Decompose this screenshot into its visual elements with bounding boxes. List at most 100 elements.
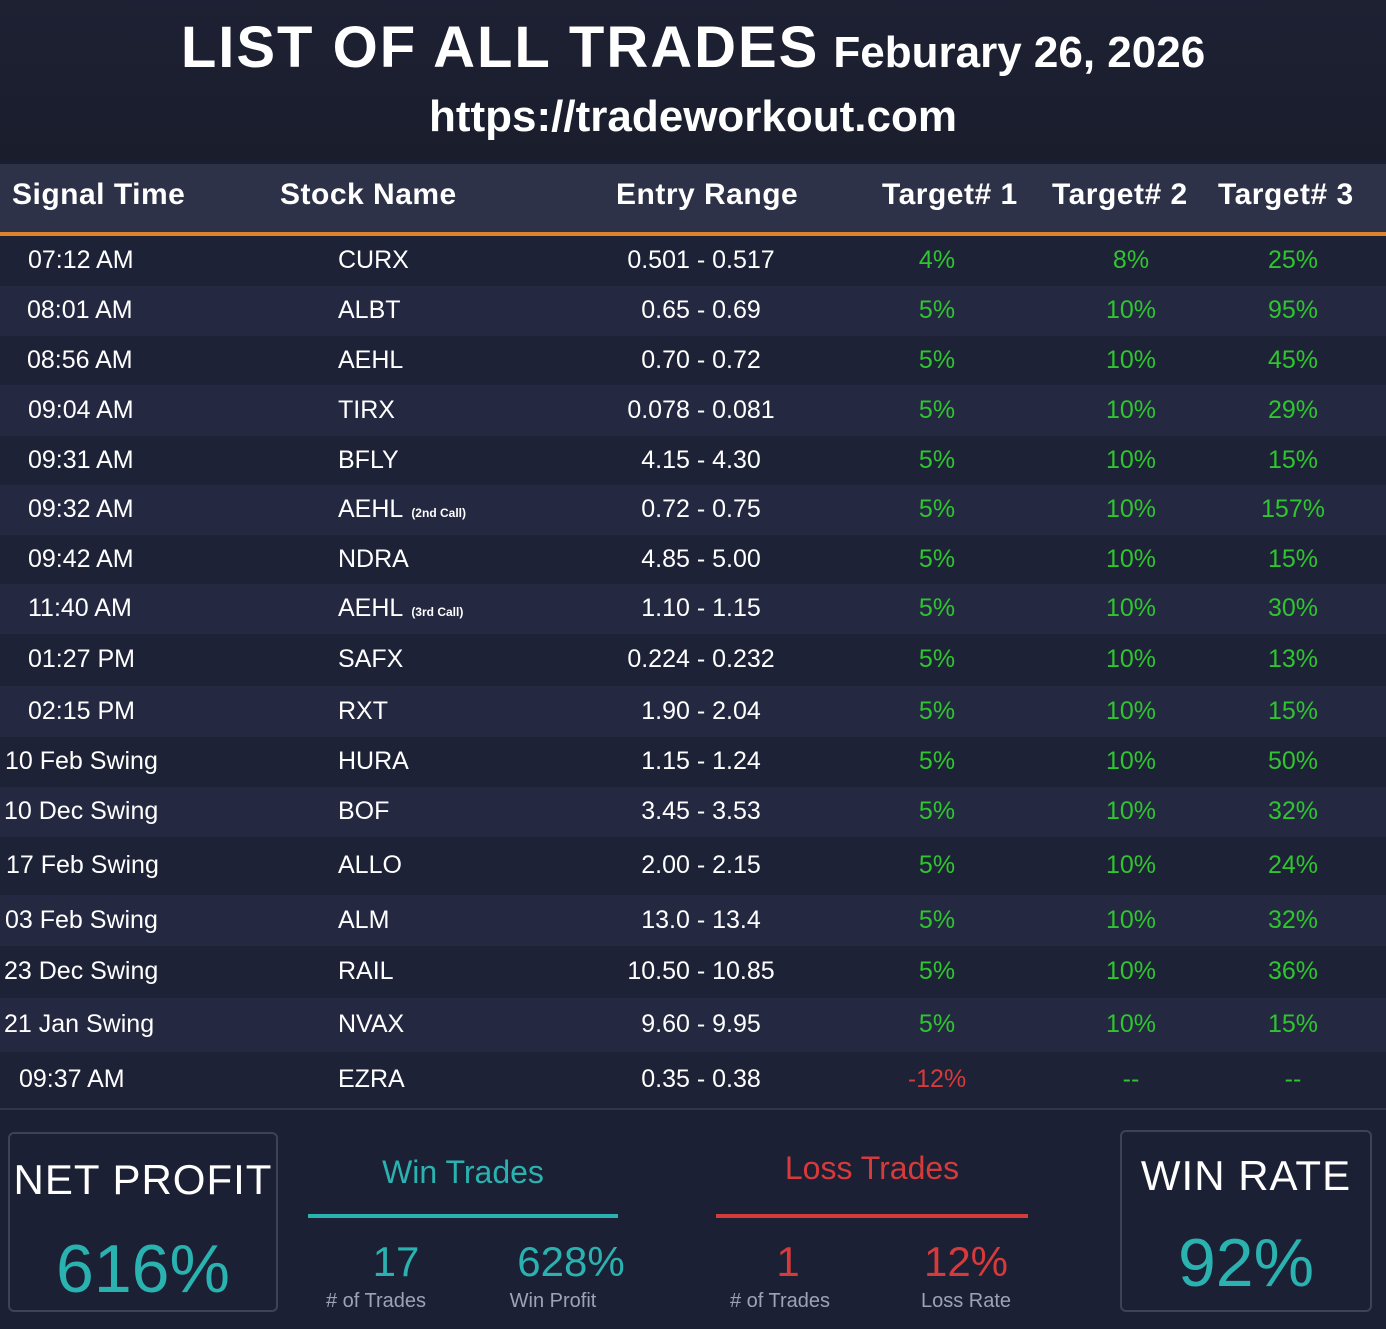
net-profit-value: 616%	[56, 1231, 230, 1307]
target-2-value: 10%	[1105, 495, 1157, 523]
target-1-value: -12%	[907, 1065, 967, 1093]
signal-time: 10 Feb Swing	[5, 747, 158, 775]
target-3-value: 24%	[1267, 851, 1319, 879]
entry-range: 2.00 - 2.15	[641, 851, 761, 879]
entry-range: 13.0 - 13.4	[641, 906, 761, 934]
stock-ticker: BOF	[338, 797, 390, 825]
entry-range: 1.15 - 1.24	[641, 747, 761, 775]
stock-ticker: ALLO	[338, 851, 402, 879]
loss-trades-title: Loss Trades	[784, 1150, 960, 1186]
table-header: Signal Time Stock Name Entry Range Targe…	[0, 164, 1386, 236]
stock-name: NVAX	[338, 1010, 404, 1039]
win-profit: 628%	[517, 1238, 625, 1285]
entry-range: 0.501 - 0.517	[627, 246, 775, 274]
target-1-value: 5%	[918, 446, 956, 474]
stock-name: RXT	[338, 697, 388, 726]
table-row: 01:27 PM SAFX 0.224 - 0.232 5% 10% 13%	[0, 634, 1386, 688]
table-row: 17 Feb Swing ALLO 2.00 - 2.15 5% 10% 24%	[0, 837, 1386, 897]
signal-time: 09:32 AM	[28, 495, 134, 523]
target-2-value: 10%	[1105, 851, 1157, 879]
entry-range: 0.224 - 0.232	[627, 645, 775, 673]
table-row: 03 Feb Swing ALM 13.0 - 13.4 5% 10% 32%	[0, 895, 1386, 948]
stock-ticker: AEHL	[338, 594, 404, 622]
stock-ticker: RXT	[338, 697, 388, 725]
target-3-value: 15%	[1267, 697, 1319, 725]
target-2-value: 10%	[1105, 594, 1157, 622]
entry-range: 1.90 - 2.04	[641, 697, 761, 725]
stock-name: BFLY	[338, 446, 399, 475]
stock-ticker: EZRA	[338, 1065, 405, 1093]
signal-time: 17 Feb Swing	[6, 851, 159, 879]
win-rate-label: WIN RATE	[1140, 1152, 1352, 1199]
page-title: LIST OF ALL TRADES	[180, 15, 820, 80]
column-header-target-1: Target# 1	[882, 178, 1018, 211]
signal-time: 21 Jan Swing	[4, 1010, 155, 1038]
stock-ticker: RAIL	[338, 957, 394, 985]
win-rate-value: 92%	[1177, 1225, 1315, 1301]
entry-range: 9.60 - 9.95	[641, 1010, 761, 1038]
target-2-value: 10%	[1105, 446, 1157, 474]
table-row: 23 Dec Swing RAIL 10.50 - 10.85 5% 10% 36%	[0, 946, 1386, 1000]
table-row: 09:37 AM EZRA 0.35 - 0.38 -12% -- --	[0, 1052, 1386, 1110]
target-1-value: 4%	[918, 246, 956, 274]
win-count-label: # of Trades	[325, 1290, 427, 1312]
entry-range: 0.70 - 0.72	[641, 346, 761, 374]
win-profit-label: Win Profit	[509, 1290, 597, 1312]
report-date: Feburary 26, 2026	[833, 28, 1206, 77]
target-1-value: 5%	[918, 697, 956, 725]
target-3-value: 50%	[1267, 747, 1319, 775]
target-2-value: 10%	[1105, 396, 1157, 424]
stock-name: AEHL (3rd Call)	[338, 594, 463, 623]
target-1-value: 5%	[918, 797, 956, 825]
net-profit-box: NET PROFIT 616%	[8, 1132, 278, 1312]
target-3-value: 95%	[1267, 296, 1319, 324]
stock-ticker: CURX	[338, 246, 409, 274]
signal-time: 03 Feb Swing	[5, 906, 158, 934]
column-header-target-2: Target# 2	[1052, 178, 1188, 211]
stock-ticker: BFLY	[338, 446, 399, 474]
target-1-value: 5%	[918, 594, 956, 622]
entry-range: 0.65 - 0.69	[641, 296, 761, 324]
stock-name: RAIL	[338, 957, 394, 986]
target-1-value: 5%	[918, 747, 956, 775]
net-profit-label: NET PROFIT	[13, 1156, 273, 1203]
target-3-value: 15%	[1267, 545, 1319, 573]
signal-time: 08:01 AM	[27, 296, 133, 324]
stock-name: ALM	[338, 906, 389, 935]
stock-name: AEHL	[338, 346, 403, 375]
stock-name: HURA	[338, 747, 409, 776]
column-header-target-3: Target# 3	[1218, 178, 1354, 211]
column-header-signal-time: Signal Time	[12, 178, 186, 211]
target-1-value: 5%	[918, 545, 956, 573]
stock-name: AEHL (2nd Call)	[338, 495, 466, 524]
column-header-stock-name: Stock Name	[280, 178, 457, 211]
target-1-value: 5%	[918, 957, 956, 985]
stock-ticker: SAFX	[338, 645, 404, 673]
target-3-value: 30%	[1267, 594, 1319, 622]
table-row: 10 Feb Swing HURA 1.15 - 1.24 5% 10% 50%	[0, 737, 1386, 789]
signal-time: 09:04 AM	[28, 396, 134, 424]
summary-panel: NET PROFIT 616% Win Trades 17 # of Trade…	[0, 1110, 1386, 1329]
loss-rate: 12%	[923, 1238, 1009, 1285]
stock-name: SAFX	[338, 645, 403, 674]
stock-ticker: HURA	[338, 747, 409, 775]
target-1-value: 5%	[918, 1010, 956, 1038]
stock-name: TIRX	[338, 396, 395, 425]
column-header-entry-range: Entry Range	[616, 178, 799, 211]
stock-name: NDRA	[338, 545, 409, 574]
entry-range: 10.50 - 10.85	[627, 957, 775, 985]
entry-range: 4.85 - 5.00	[641, 545, 761, 573]
entry-range: 4.15 - 4.30	[641, 446, 761, 474]
table-row: 10 Dec Swing BOF 3.45 - 3.53 5% 10% 32%	[0, 787, 1386, 839]
signal-time: 11:40 AM	[28, 594, 132, 622]
target-2-value: 10%	[1105, 957, 1157, 985]
entry-range: 0.72 - 0.75	[641, 495, 761, 523]
signal-time: 02:15 PM	[28, 697, 136, 725]
target-3-value: --	[1284, 1065, 1302, 1093]
target-2-value: 10%	[1105, 645, 1157, 673]
target-2-value: 10%	[1105, 747, 1157, 775]
loss-trades-divider	[716, 1214, 1028, 1218]
signal-time: 08:56 AM	[27, 346, 133, 374]
win-rate-box: WIN RATE 92%	[1120, 1130, 1372, 1312]
